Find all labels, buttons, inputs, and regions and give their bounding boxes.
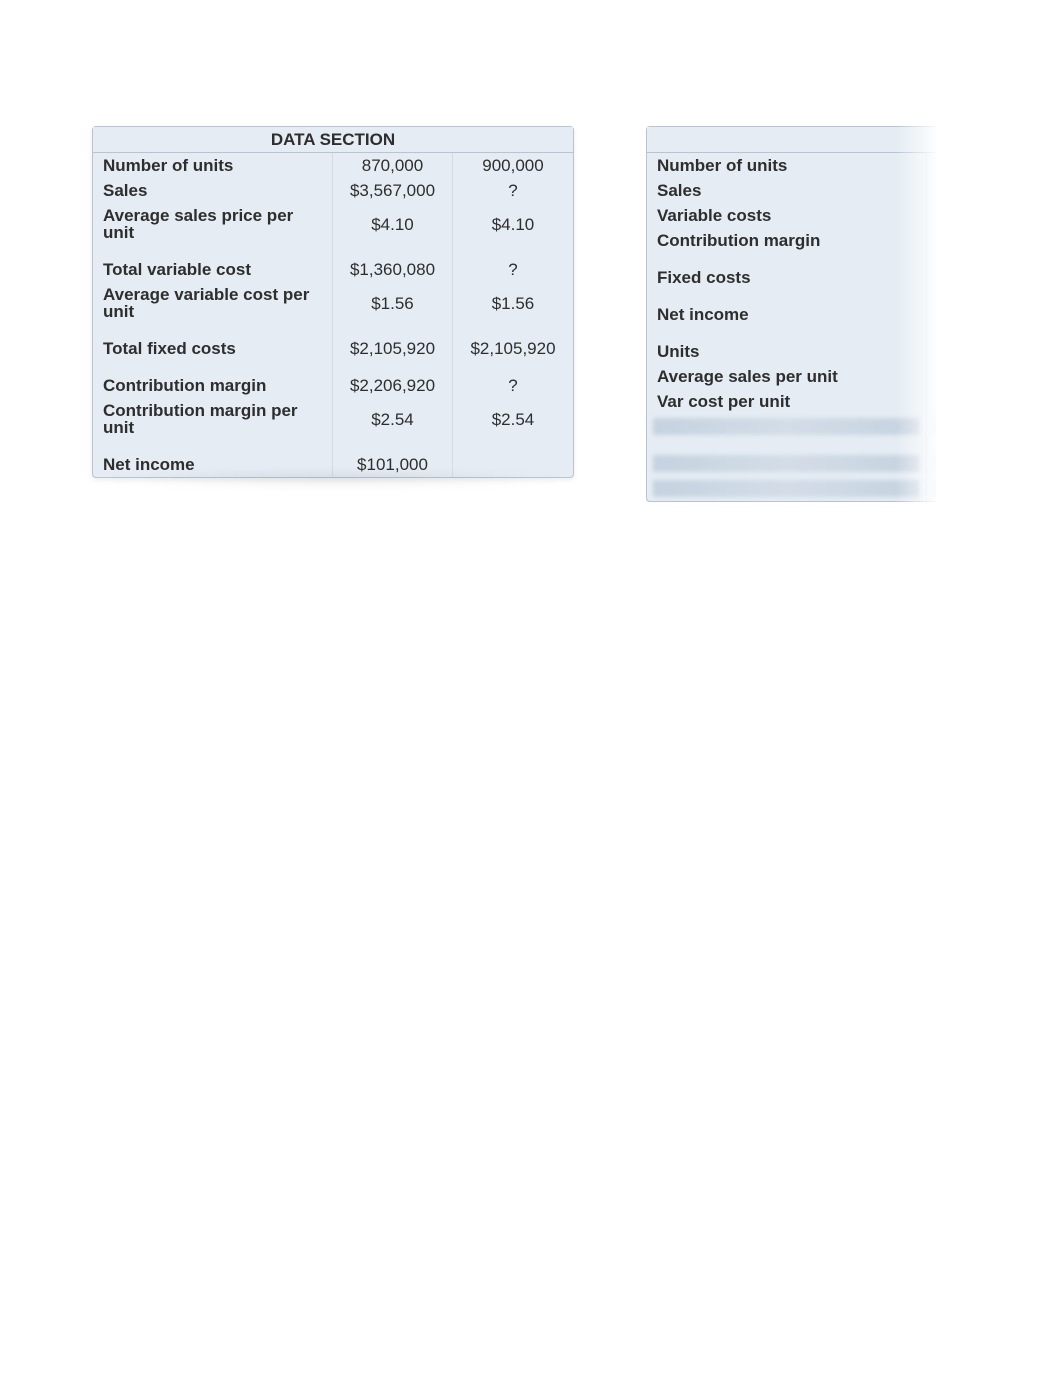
income-statement-wrap: INCOM Number of units Sales Variable cos…: [646, 126, 936, 502]
cell-value: [927, 302, 936, 327]
cell-value: $3,567,000: [333, 178, 453, 203]
table-row: Net income: [647, 302, 936, 327]
blurred-row: [647, 476, 936, 501]
table-row: Total variable cost $1,360,080 ?: [93, 257, 573, 282]
table-row: Sales $3,567,000 ?: [93, 178, 573, 203]
cell-value: [927, 153, 936, 178]
row-label: Fixed costs: [647, 265, 927, 290]
spacer-row: [93, 440, 573, 452]
cell-value: [927, 203, 936, 228]
table-row: Number of units: [647, 153, 936, 178]
spacer-row: [647, 253, 936, 265]
spacer-row: [93, 361, 573, 373]
row-label: Total variable cost: [93, 257, 333, 282]
cell-value: [927, 228, 936, 253]
income-statement-table: INCOM Number of units Sales Variable cos…: [646, 126, 936, 502]
table-row: Units: [647, 339, 936, 364]
spacer-row: [647, 327, 936, 339]
spacer-row: [647, 439, 936, 451]
cell-value: $2.54: [333, 398, 453, 440]
cell-value: ?: [453, 257, 573, 282]
row-label: Sales: [93, 178, 333, 203]
row-label: Contribution margin: [93, 373, 333, 398]
cell-value: $2,105,920: [333, 336, 453, 361]
cell-value: [453, 452, 573, 477]
cell-value: $2.54: [453, 398, 573, 440]
table-header: DATA SECTION: [93, 127, 573, 153]
header-text: INCOM: [727, 131, 936, 148]
row-label: Var cost per unit: [647, 389, 927, 414]
cell-value: $2,105,920: [453, 336, 573, 361]
blurred-row: [647, 451, 936, 476]
table-header-row: DATA SECTION: [93, 127, 573, 153]
spacer-row: [93, 245, 573, 257]
table-row: Number of units 870,000 900,000: [93, 153, 573, 178]
blurred-row: [647, 414, 936, 439]
table-row: Variable costs: [647, 203, 936, 228]
cell-value: ?: [453, 178, 573, 203]
table-row: Sales: [647, 178, 936, 203]
data-section-wrap: DATA SECTION Number of units 870,000 900…: [92, 126, 574, 478]
row-label: Net income: [93, 452, 333, 477]
row-label: Net income: [647, 302, 927, 327]
table-row: Contribution margin per unit $2.54 $2.54: [93, 398, 573, 440]
row-label: Variable costs: [647, 203, 927, 228]
row-label: Number of units: [647, 153, 927, 178]
table-header-row: INCOM: [647, 127, 936, 153]
cell-value: $1.56: [453, 282, 573, 324]
cell-value: [927, 389, 936, 414]
row-label: Contribution margin: [647, 228, 927, 253]
page-content: DATA SECTION Number of units 870,000 900…: [92, 126, 936, 502]
row-label: Number of units: [93, 153, 333, 178]
table-row: Net income $101,000: [93, 452, 573, 477]
table-row: Var cost per unit: [647, 389, 936, 414]
cell-value: 870,000: [333, 153, 453, 178]
table-row: Contribution margin: [647, 228, 936, 253]
row-label: Total fixed costs: [93, 336, 333, 361]
row-label: Average sales price per unit: [93, 203, 333, 245]
cell-value: [927, 178, 936, 203]
cell-value: [927, 265, 936, 290]
cell-value: $2,206,920: [333, 373, 453, 398]
cell-value: $1.56: [333, 282, 453, 324]
row-label: Average sales per unit: [647, 364, 927, 389]
cell-value: 900,000: [453, 153, 573, 178]
cell-value: $4.10: [453, 203, 573, 245]
cell-value: ?: [453, 373, 573, 398]
table-row: Average variable cost per unit $1.56 $1.…: [93, 282, 573, 324]
cell-value: $4.10: [333, 203, 453, 245]
row-label: Contribution margin per unit: [93, 398, 333, 440]
table-row: Total fixed costs $2,105,920 $2,105,920: [93, 336, 573, 361]
row-label: Sales: [647, 178, 927, 203]
table-header: INCOM: [647, 127, 936, 153]
cell-value: [927, 364, 936, 389]
spacer-row: [93, 324, 573, 336]
cell-value: $101,000: [333, 452, 453, 477]
data-section-table: DATA SECTION Number of units 870,000 900…: [92, 126, 574, 478]
cell-value: [927, 339, 936, 364]
cell-value: $1,360,080: [333, 257, 453, 282]
table-row: Average sales price per unit $4.10 $4.10: [93, 203, 573, 245]
table-row: Fixed costs: [647, 265, 936, 290]
spacer-row: [647, 290, 936, 302]
row-label: Average variable cost per unit: [93, 282, 333, 324]
table-row: Contribution margin $2,206,920 ?: [93, 373, 573, 398]
row-label: Units: [647, 339, 927, 364]
table-row: Average sales per unit: [647, 364, 936, 389]
